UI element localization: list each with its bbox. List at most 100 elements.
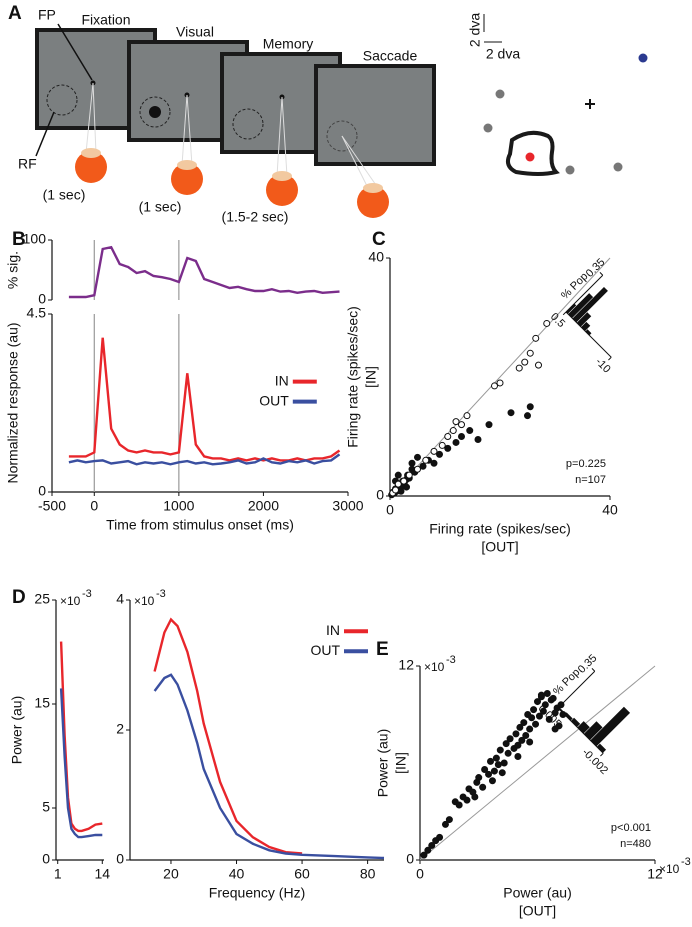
y-tick-label: 15 [34, 695, 50, 711]
scatter-point [524, 412, 531, 420]
scatter-point [521, 358, 529, 366]
scatter-point [463, 412, 471, 420]
heads [75, 148, 389, 218]
histogram-bar [570, 717, 581, 728]
histogram-bar [564, 712, 573, 721]
x-tick-label: 60 [294, 866, 310, 882]
legend-label: IN [326, 622, 340, 638]
scatter-point [543, 319, 551, 327]
histogram-bar [576, 312, 592, 327]
scatter-point [507, 409, 515, 417]
inset-x-tick [600, 752, 604, 757]
x-axis-label: Firing rate (spikes/sec) [429, 521, 571, 537]
scatter-point [490, 767, 498, 775]
scatter-point [438, 441, 446, 449]
target-dot [638, 53, 648, 63]
y-tick-label: 4.5 [27, 305, 47, 321]
x-tick-label: 14 [94, 866, 110, 882]
target-dot [565, 165, 575, 175]
x-tick-label: 20 [163, 866, 179, 882]
y-multiplier-exp: -3 [156, 588, 166, 600]
scatter-point [506, 735, 514, 743]
scatter-point [545, 715, 553, 723]
x-multiplier-exp: -3 [681, 856, 691, 868]
pointer [57, 23, 93, 81]
scatter-point [530, 706, 538, 714]
x-axis-label: [OUT] [519, 903, 556, 919]
scatter-point [428, 841, 436, 849]
series-line [68, 453, 341, 466]
scatter-point [474, 435, 482, 443]
scatter-point [479, 783, 487, 791]
x-tick-label: 0 [90, 498, 98, 514]
target-dot [613, 162, 623, 172]
panel-letter: E [376, 639, 389, 660]
legend-label: IN [275, 372, 289, 388]
scatter-point [445, 816, 453, 824]
y-tick-label: 0 [406, 851, 414, 867]
epoch-label: Memory [263, 36, 314, 52]
inset-x-axis [557, 707, 604, 754]
inset-histogram: 0.5-100.35% Pop. [548, 256, 613, 375]
histogram-bar [585, 329, 592, 336]
y-tick-label: 25 [34, 591, 50, 607]
inset-x-axis [565, 311, 612, 358]
histogram-bar [572, 286, 608, 323]
y-tick-label: 0 [116, 851, 124, 867]
rf-circle [139, 96, 171, 128]
scatter-point [498, 769, 506, 777]
scatter-point [526, 403, 534, 411]
identity-line [389, 257, 611, 497]
y-multiplier: ×10 [134, 594, 155, 608]
scatter-point [504, 749, 512, 757]
scatter-point [535, 361, 542, 369]
scatter-point [535, 712, 543, 720]
scatter-point [485, 421, 493, 429]
scatter-point [397, 487, 405, 495]
identity-line [419, 665, 656, 861]
scatter-point [408, 459, 416, 467]
scatter-point [514, 741, 522, 749]
y-tick-label: 2 [116, 721, 124, 737]
panel-letter: B [12, 229, 26, 250]
scatter-point [537, 691, 545, 699]
pointer [35, 111, 55, 157]
scatter-point [452, 438, 460, 446]
scatter-point [444, 444, 452, 452]
y-tick-label: 5 [42, 799, 50, 815]
x-tick-label: 0 [416, 866, 424, 882]
scatter-point [526, 725, 534, 733]
y-multiplier-exp: -3 [446, 654, 456, 666]
y-axis-label: Firing rate (spikes/sec) [345, 306, 361, 448]
scatter-point [430, 447, 438, 455]
scatter-point [526, 738, 534, 746]
inset-x-tick [554, 707, 559, 712]
inset-y-tick [591, 668, 596, 672]
y-tick-label: 40 [368, 249, 384, 265]
scatter-point [458, 421, 465, 429]
scatter-point [452, 418, 460, 426]
scatter-point [539, 707, 547, 715]
scatter-point [485, 770, 493, 778]
rf-circle [46, 84, 78, 116]
scatter-point [414, 465, 421, 473]
histogram-bar [596, 743, 607, 753]
y-tick-label: 0 [38, 291, 46, 307]
epoch-label: Saccade [363, 48, 418, 64]
scatter-point [466, 427, 474, 435]
duration-label: (1.5-2 sec) [222, 209, 289, 225]
scatter-point [481, 765, 489, 773]
x-tick-label: 12 [647, 866, 663, 882]
series-line [59, 688, 103, 839]
scatter-point [487, 757, 494, 765]
stimulus [149, 106, 161, 118]
scale-label: 2 dva [467, 13, 483, 47]
annotation: p<0.001 [611, 822, 651, 834]
annotation: n=480 [620, 838, 651, 850]
scatter-point [520, 719, 528, 727]
duration-label: (1 sec) [43, 187, 86, 203]
scatter-point [518, 736, 526, 744]
x-tick-label: 40 [602, 502, 618, 518]
